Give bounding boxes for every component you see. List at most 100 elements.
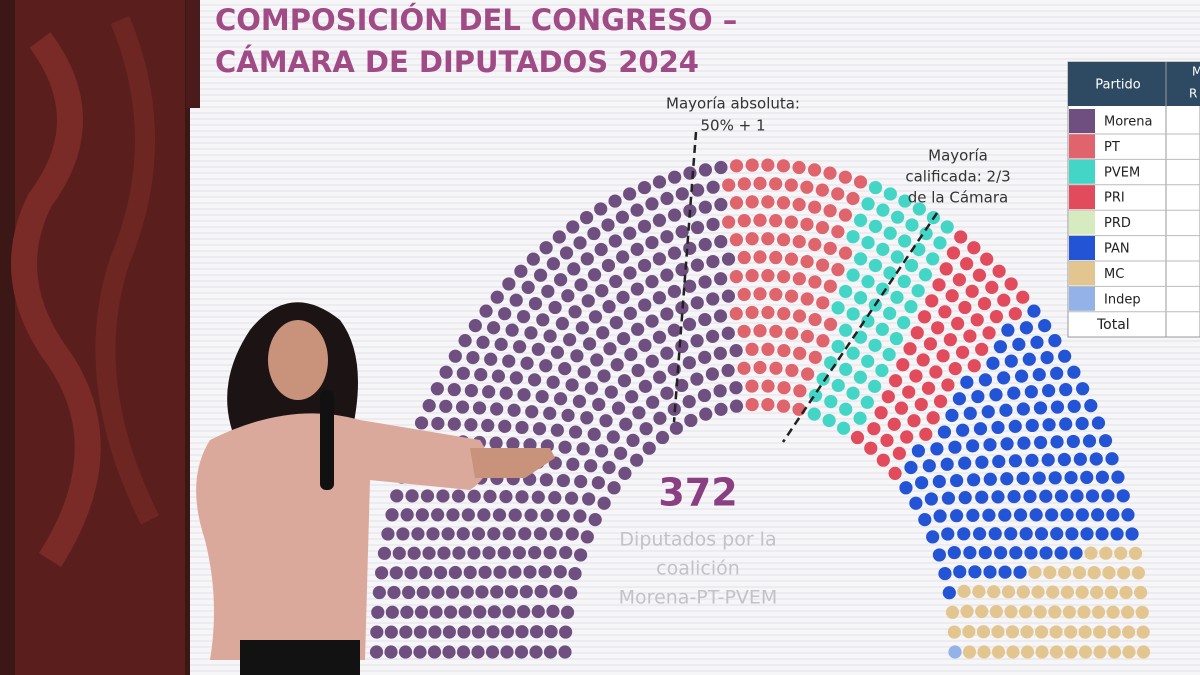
seat: [587, 268, 602, 282]
seat: [518, 527, 532, 541]
seat: [429, 605, 443, 619]
seat: [532, 422, 547, 436]
seat: [982, 326, 996, 340]
seat: [793, 346, 807, 360]
seat: [729, 381, 743, 395]
seat: [992, 454, 1006, 469]
seat: [472, 401, 487, 415]
seat: [861, 354, 875, 368]
seat: [371, 605, 385, 619]
seat: [918, 513, 932, 527]
title: COMPOSICIÓN DEL CONGRESO –: [215, 3, 737, 37]
majority-line: [781, 212, 939, 443]
seat: [792, 309, 807, 323]
seat: [985, 280, 999, 294]
seat: [1107, 645, 1122, 659]
seat: [526, 252, 540, 266]
seat: [616, 290, 630, 304]
seat: [950, 473, 964, 488]
seat: [1000, 472, 1014, 486]
seat: [769, 250, 783, 265]
seat: [923, 337, 938, 351]
seat: [745, 195, 759, 209]
seat: [932, 278, 946, 292]
seat: [660, 307, 674, 321]
seat: [962, 645, 977, 659]
seat: [977, 296, 992, 311]
seat: [1066, 434, 1080, 449]
seat: [502, 354, 516, 368]
seat: [948, 362, 962, 376]
seat: [638, 338, 652, 352]
seat: [550, 423, 564, 437]
seat: [1104, 585, 1118, 600]
seat: [921, 381, 936, 395]
seat: [370, 625, 384, 639]
seat: [476, 335, 490, 349]
seat: [839, 362, 853, 376]
seat: [904, 258, 919, 273]
seat: [548, 300, 562, 315]
seat: [1048, 334, 1062, 348]
seat: [539, 473, 553, 487]
seat: [385, 605, 399, 619]
seat: [630, 242, 644, 256]
seat: [698, 163, 713, 177]
seat: [1014, 369, 1029, 383]
seat: [690, 334, 704, 348]
seat: [942, 586, 956, 600]
seat: [776, 233, 791, 247]
seat: [1065, 527, 1079, 541]
seat: [998, 508, 1012, 522]
seat: [941, 527, 955, 541]
seat: [853, 213, 868, 227]
seat: [481, 418, 495, 433]
swatch: [1069, 185, 1095, 210]
seat: [729, 307, 743, 321]
seat: [1075, 585, 1089, 599]
seat: [1054, 546, 1068, 560]
seat: [690, 220, 705, 235]
seat: [853, 411, 867, 425]
seat: [909, 369, 923, 383]
seat: [531, 490, 545, 504]
seat: [905, 218, 919, 232]
seat: [1034, 625, 1049, 639]
seat: [882, 347, 896, 362]
seat: [642, 441, 656, 455]
seat: [846, 191, 860, 206]
seat: [932, 474, 946, 489]
seat: [1016, 290, 1030, 304]
seat: [868, 180, 883, 195]
coalition-total: 372: [658, 471, 737, 515]
seat: [998, 565, 1012, 579]
seat: [554, 273, 568, 287]
seat: [1122, 645, 1136, 659]
seat: [456, 527, 470, 541]
seat: [390, 489, 404, 503]
swatch: [1069, 286, 1095, 311]
seat: [645, 197, 659, 211]
seat: [475, 585, 489, 599]
seat: [1058, 565, 1072, 580]
seat: [531, 604, 545, 619]
seat: [761, 195, 775, 209]
seat: [606, 430, 620, 444]
seat: [909, 496, 923, 510]
seat: [881, 390, 895, 404]
screen-edge: [186, 0, 200, 108]
seat: [918, 268, 933, 282]
seat: [580, 252, 594, 266]
seat: [880, 433, 894, 448]
decor-shape: [95, 16, 159, 525]
seat: [445, 585, 460, 599]
seat: [566, 220, 580, 234]
seat: [564, 491, 579, 505]
seat: [512, 340, 527, 354]
seat: [398, 645, 413, 659]
header-cell: M: [1192, 65, 1200, 79]
seat: [713, 309, 728, 323]
seat: [471, 527, 486, 541]
seat: [948, 440, 962, 454]
